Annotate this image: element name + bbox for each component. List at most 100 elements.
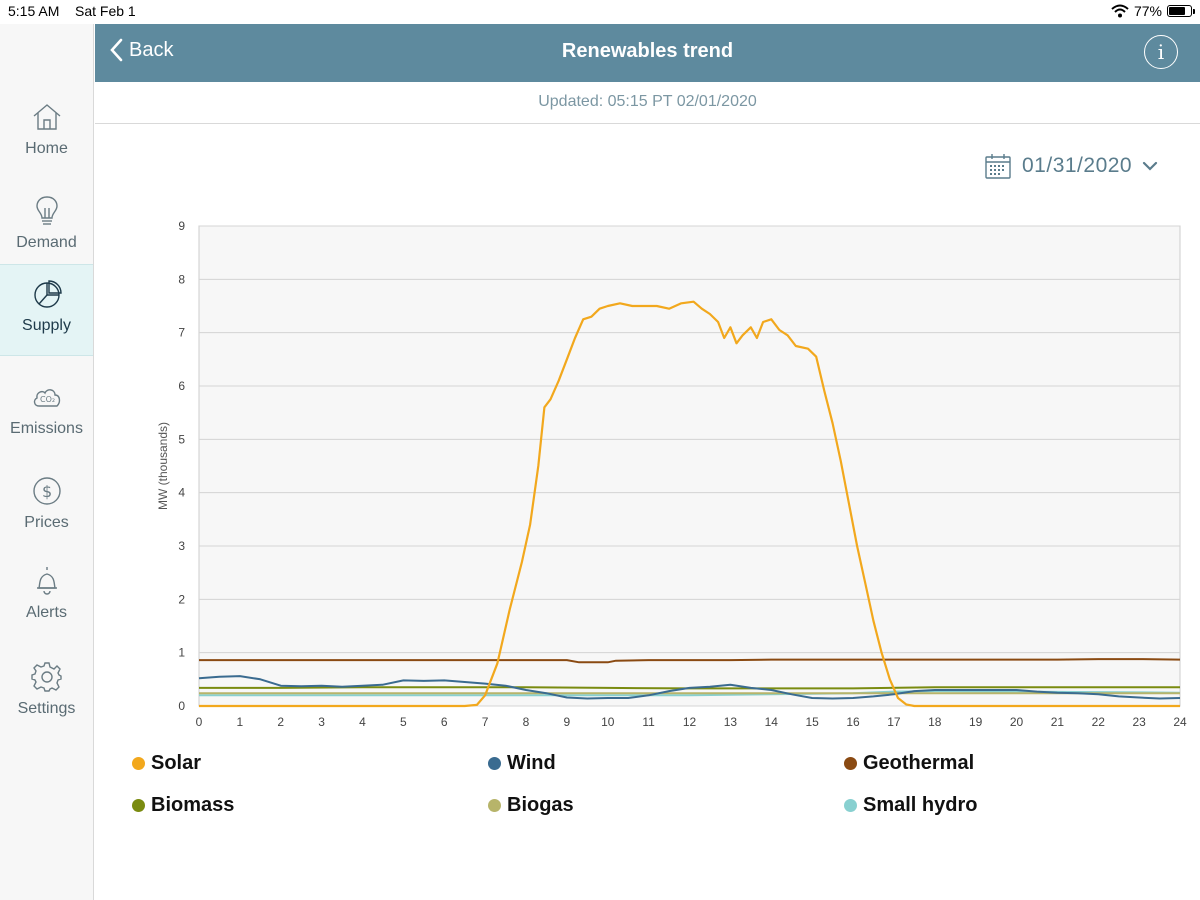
legend-item-geothermal: Geothermal: [844, 752, 974, 775]
x-tick-label: 21: [1051, 715, 1065, 729]
sidebar-item-prices[interactable]: $ Prices: [0, 462, 93, 554]
status-date: Sat Feb 1: [75, 3, 136, 19]
y-tick-label: 5: [178, 432, 185, 446]
series-line-solar: [199, 300, 1180, 708]
legend-swatch: [844, 799, 857, 812]
x-tick-label: 14: [765, 715, 779, 729]
status-time: 5:15 AM: [8, 3, 60, 19]
y-tick-label: 4: [178, 486, 185, 500]
sidebar-item-label: Supply: [22, 317, 71, 334]
app-header: Back Renewables trend i: [95, 24, 1200, 82]
page-title: Renewables trend: [561, 40, 734, 62]
y-tick-label: 1: [178, 646, 185, 660]
x-tick-label: 10: [601, 715, 615, 729]
back-label: Back: [129, 38, 174, 61]
x-tick-label: 16: [846, 715, 860, 729]
x-tick-label: 24: [1173, 715, 1187, 729]
legend-label: Small hydro: [863, 794, 978, 816]
calendar-icon: [985, 154, 1011, 179]
svg-text:$: $: [42, 482, 52, 501]
legend-swatch: [488, 799, 501, 812]
x-tick-label: 17: [887, 715, 901, 729]
sidebar-item-label: Settings: [17, 700, 76, 717]
status-bar: 5:15 AM Sat Feb 1 77%: [0, 0, 1200, 24]
sidebar-item-label: Demand: [16, 234, 77, 251]
sidebar-item-alerts[interactable]: Alerts: [0, 552, 93, 644]
sidebar-item-supply[interactable]: Supply: [0, 264, 93, 356]
gear-icon: [30, 662, 62, 692]
x-tick-label: 23: [1132, 715, 1146, 729]
info-button[interactable]: i: [1144, 35, 1178, 69]
sidebar-item-label: Emissions: [10, 420, 83, 437]
sidebar-item-emissions[interactable]: CO₂ Emissions: [0, 368, 93, 460]
x-tick-label: 18: [928, 715, 942, 729]
x-tick-label: 20: [1010, 715, 1024, 729]
x-tick-label: 22: [1092, 715, 1106, 729]
date-value: 01/31/2020: [1022, 154, 1133, 177]
co2-cloud-icon: CO₂: [33, 389, 60, 407]
legend-swatch: [844, 757, 857, 770]
x-tick-label: 6: [441, 715, 448, 729]
back-button[interactable]: Back: [109, 38, 173, 62]
chevron-down-icon: [1143, 161, 1158, 171]
date-picker[interactable]: 01/31/2020: [984, 152, 1158, 180]
y-axis-label: MW (thousands): [156, 422, 170, 510]
x-tick-label: 3: [318, 715, 325, 729]
chart-legend: Solar Wind Geothermal Biomass Biogas Small hy…: [132, 752, 1132, 822]
legend-label: Geothermal: [863, 752, 975, 774]
series-line-wind: [198, 675, 1181, 700]
x-tick-label: 11: [642, 715, 655, 729]
x-tick-label: 7: [482, 715, 489, 729]
info-icon: i: [1157, 40, 1165, 64]
y-tick-label: 9: [178, 219, 185, 233]
legend-label: Wind: [507, 752, 556, 774]
sidebar-item-home[interactable]: Home: [0, 88, 93, 180]
x-tick-label: 19: [969, 715, 983, 729]
y-tick-label: 0: [178, 699, 185, 713]
y-tick-label: 8: [178, 272, 185, 286]
chevron-left-icon: [110, 38, 123, 62]
legend-swatch: [132, 757, 145, 770]
x-tick-label: 2: [277, 715, 284, 729]
legend-label: Solar: [151, 752, 202, 774]
legend-item-solar: Solar: [132, 752, 201, 775]
svg-text:CO₂: CO₂: [40, 395, 55, 404]
sidebar: Home Demand Supply CO₂ Emissions $ Price…: [0, 24, 94, 900]
legend-swatch: [488, 757, 501, 770]
x-tick-label: 4: [359, 715, 366, 729]
battery-percent: 77%: [1133, 3, 1162, 19]
y-tick-label: 7: [178, 326, 185, 340]
x-tick-label: 0: [196, 715, 203, 729]
legend-item-wind: Wind: [488, 752, 556, 775]
bell-icon: [36, 567, 57, 595]
lightbulb-icon: [35, 196, 58, 225]
status-right: 77%: [1111, 3, 1195, 19]
x-tick-label: 5: [400, 715, 407, 729]
sidebar-item-label: Home: [25, 140, 68, 157]
sidebar-item-settings[interactable]: Settings: [0, 648, 93, 740]
x-tick-label: 8: [523, 715, 530, 729]
legend-item-biogas: Biogas: [488, 794, 574, 817]
sidebar-item-demand[interactable]: Demand: [0, 182, 93, 274]
legend-item-small-hydro: Small hydro: [844, 794, 977, 817]
series-line-geothermal: [199, 658, 1181, 664]
sidebar-item-label: Prices: [24, 514, 69, 531]
x-tick-label: 15: [805, 715, 819, 729]
legend-item-biomass: Biomass: [132, 794, 234, 817]
legend-label: Biogas: [507, 794, 574, 816]
home-icon: [33, 104, 60, 130]
y-tick-label: 3: [178, 539, 185, 553]
y-tick-label: 6: [178, 379, 185, 393]
x-tick-label: 1: [237, 715, 244, 729]
pie-chart-icon: [33, 280, 62, 308]
sidebar-item-label: Alerts: [26, 604, 67, 621]
wifi-icon: [1111, 4, 1129, 18]
series-line-small-hydro: [199, 690, 1181, 697]
plot-area: [198, 225, 1181, 707]
dollar-icon: $: [32, 477, 61, 505]
x-tick-label: 12: [683, 715, 697, 729]
legend-swatch: [132, 799, 145, 812]
battery-icon: [1167, 5, 1195, 17]
legend-label: Biomass: [151, 794, 235, 816]
